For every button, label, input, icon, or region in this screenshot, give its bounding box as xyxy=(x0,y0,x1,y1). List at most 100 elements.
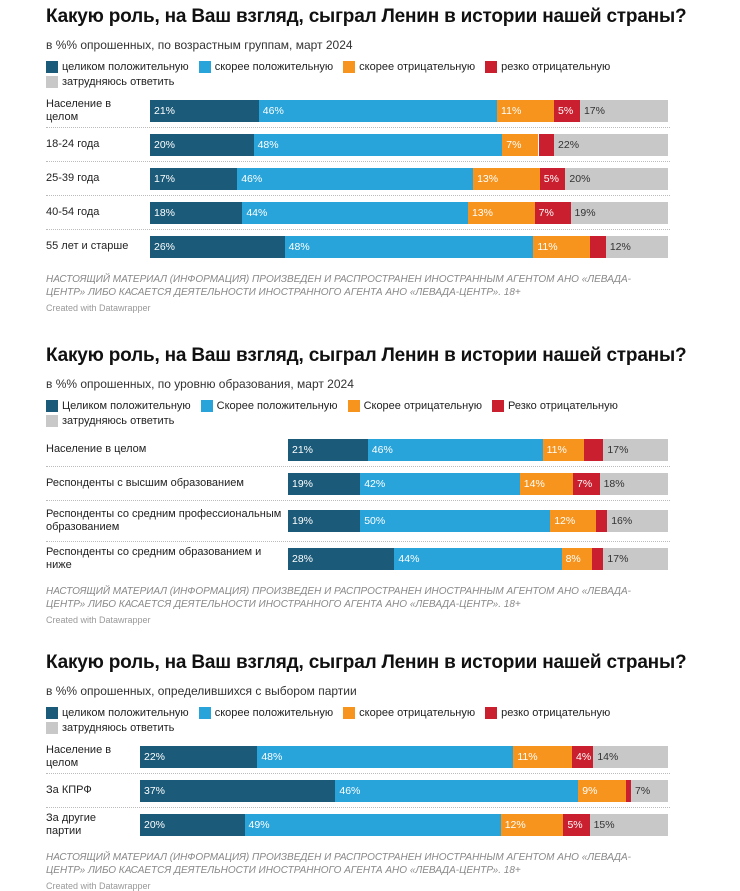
value-label: 46% xyxy=(339,784,361,797)
bar-segment xyxy=(603,547,668,570)
value-label: 48% xyxy=(288,240,310,253)
stacked-bar: 37% 46% 9% 7% xyxy=(140,779,668,802)
bar-segment xyxy=(150,133,254,156)
bar-segment xyxy=(584,438,604,461)
value-label: 19% xyxy=(292,477,314,490)
bar-segment xyxy=(513,745,572,768)
footnote: НАСТОЯЩИЙ МАТЕРИАЛ (ИНФОРМАЦИЯ) ПРОИЗВЕД… xyxy=(46,586,631,610)
bar-segment xyxy=(150,99,259,122)
bar-segment xyxy=(573,472,600,495)
bar-segment xyxy=(607,510,668,532)
legend-item: Скорее отрицательную xyxy=(347,400,482,412)
bar-segment xyxy=(244,813,501,836)
legend-item: затрудняюсь ответить xyxy=(46,722,174,734)
legend-swatch xyxy=(198,707,211,719)
bar-segment xyxy=(579,99,668,122)
value-label: 12% xyxy=(554,515,576,527)
value-label: 13% xyxy=(471,206,493,219)
value-label: 5% xyxy=(558,104,574,117)
bar-row: Респонденты со средним профессиональным … xyxy=(46,501,670,542)
stacked-bar: 19% 50% 12% 16% xyxy=(288,510,668,532)
legend-swatch xyxy=(198,61,211,73)
bar-segment xyxy=(253,133,503,156)
bar-segment xyxy=(593,745,668,768)
legend-item: целиком положительную xyxy=(46,61,189,73)
legend-label: Целиком положительную xyxy=(62,400,191,412)
legend-swatch xyxy=(200,400,213,412)
bar-segment xyxy=(605,235,668,258)
value-label: 9% xyxy=(582,784,598,797)
value-label: 13% xyxy=(477,172,499,185)
bar-segment xyxy=(150,201,243,224)
bar-segment xyxy=(625,779,632,802)
legend: целиком положительную скорее положительну… xyxy=(46,61,670,88)
category-label: Население в целом xyxy=(46,743,112,769)
value-label: 37% xyxy=(144,784,166,797)
chart-subtitle: в %% опрошенных, по уровню образования, … xyxy=(46,377,354,391)
bar-segment xyxy=(595,510,608,532)
category-label: Респонденты с высшим образованием xyxy=(46,477,244,489)
bar-segment xyxy=(538,133,555,156)
bar-segment xyxy=(592,547,604,570)
legend-swatch xyxy=(46,61,58,73)
legend-swatch xyxy=(46,707,58,719)
value-label: 5% xyxy=(567,818,583,831)
bar-row: Население в целом 21% 46% 11% 17% xyxy=(46,433,670,467)
bar-row: Население в целом 21% 46% 11% 5% 17% xyxy=(46,94,670,128)
value-label: 14% xyxy=(597,750,619,763)
bar-segment xyxy=(599,472,668,495)
category-label: Население в целом xyxy=(46,443,147,455)
bar-segment xyxy=(550,510,596,532)
value-label: 11% xyxy=(501,104,522,117)
value-label: 44% xyxy=(246,206,268,219)
bar-row: За другие партии 20% 49% 12% 5% 15% xyxy=(46,808,670,841)
legend-label: затрудняюсь ответить xyxy=(62,76,175,88)
legend-label: затрудняюсь ответить xyxy=(62,415,175,427)
legend-item: Целиком положительную xyxy=(46,400,191,412)
legend-item: скорее положительную xyxy=(198,707,334,719)
legend-label: скорее положительную xyxy=(214,707,334,719)
bar-segment xyxy=(542,438,585,461)
legend-label: затрудняюсь ответить xyxy=(62,722,175,734)
value-label: 12% xyxy=(504,818,526,831)
value-label: 7% xyxy=(538,206,554,219)
bar-row: 40-54 года 18% 44% 13% 7% 19% xyxy=(46,196,670,230)
category-label: 25-39 года xyxy=(46,172,100,184)
value-label: 48% xyxy=(261,750,283,763)
legend-swatch xyxy=(343,61,356,73)
stacked-bar: 18% 44% 13% 7% 19% xyxy=(150,201,668,224)
bar-row: 18-24 года 20% 48% 7% 22% xyxy=(46,128,670,162)
credit: Created with Datawrapper xyxy=(46,615,151,625)
value-label: 12% xyxy=(609,240,631,253)
category-label: Респонденты со средним образованием и ни… xyxy=(46,545,262,571)
legend-item: скорее отрицательную xyxy=(343,707,475,719)
legend-label: Скорее отрицательную xyxy=(363,400,482,412)
category-label: За другие партии xyxy=(46,811,97,837)
footnote: НАСТОЯЩИЙ МАТЕРИАЛ (ИНФОРМАЦИЯ) ПРОИЗВЕД… xyxy=(46,852,631,876)
value-label: 7% xyxy=(577,477,593,490)
legend: Целиком положительную Скорее положительну… xyxy=(46,400,670,427)
value-label: 26% xyxy=(154,240,176,253)
value-label: 8% xyxy=(565,552,581,565)
bar-segment xyxy=(394,547,562,570)
legend-label: Резко отрицательную xyxy=(507,400,618,412)
legend-item: целиком положительную xyxy=(46,707,189,719)
chart-section: Какую роль, на Ваш взгляд, сыграл Ленин … xyxy=(46,6,687,313)
bar-segment xyxy=(572,745,594,768)
bar-segment xyxy=(519,472,573,495)
chart-subtitle: в %% опрошенных, определившихся с выборо… xyxy=(46,684,357,698)
value-label: 14% xyxy=(523,477,545,490)
stacked-bar: 20% 48% 7% 22% xyxy=(150,133,668,156)
value-label: 17% xyxy=(154,172,176,185)
bar-segment xyxy=(539,167,566,190)
bar-segment xyxy=(288,472,361,495)
bar-segment xyxy=(500,813,564,836)
legend-item: скорее положительную xyxy=(198,61,333,73)
legend-swatch xyxy=(485,61,498,73)
value-label: 19% xyxy=(574,206,596,219)
bar-segment xyxy=(140,779,336,802)
bar-row: Население в целом 22% 48% 11% 4% 14% xyxy=(46,740,670,774)
stacked-bar: 17% 46% 13% 5% 20% xyxy=(150,167,668,190)
category-label: 18-24 года xyxy=(46,138,100,150)
chart-title: Какую роль, на Ваш взгляд, сыграл Ленин … xyxy=(46,652,687,673)
